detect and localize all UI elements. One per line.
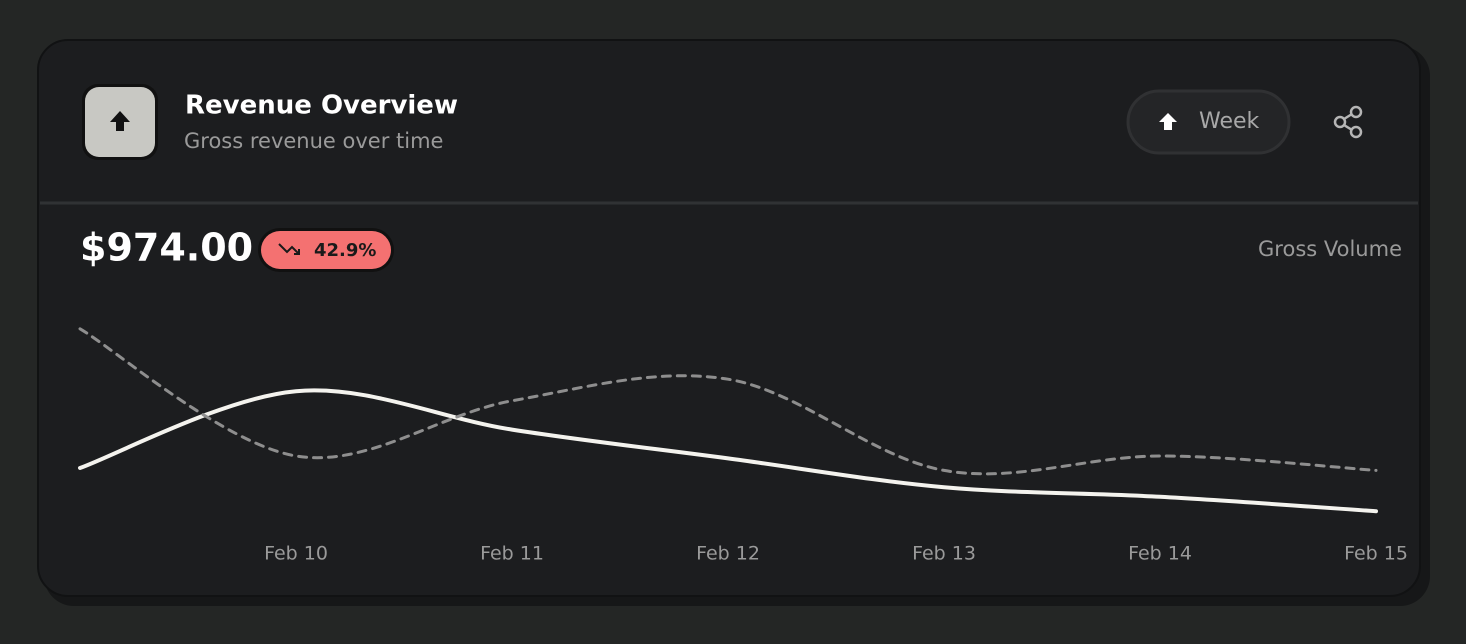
plot: Feb 10 Feb 11 Feb 12 Feb 13 Feb 14 Feb 15: [78, 327, 1408, 565]
share-icon[interactable]: [1333, 105, 1363, 139]
down-icon: [278, 243, 300, 255]
week-icon: [1159, 113, 1177, 130]
icon-arrow: [110, 111, 130, 131]
week-label[interactable]: Week: [1199, 109, 1260, 134]
x-tick-label: Feb 15: [1344, 543, 1408, 565]
change-value: 42.9%: [314, 240, 376, 261]
amount: $974.00: [80, 226, 253, 270]
x-tick-label: Feb 12: [696, 543, 760, 565]
subtitle: Gross revenue over time: [184, 129, 443, 153]
x-tick-label: Feb 13: [912, 543, 976, 565]
x-tick-label: Feb 10: [264, 543, 328, 565]
series-line: [78, 327, 1378, 476]
volume-label: Gross Volume: [1258, 237, 1402, 261]
x-tick-label: Feb 11: [480, 543, 544, 565]
change-badge: [261, 231, 391, 269]
title: Revenue Overview: [185, 91, 458, 121]
card: [37, 39, 1421, 597]
series-line: [78, 388, 1378, 514]
week-button[interactable]: [1126, 89, 1291, 155]
x-tick-label: Feb 14: [1128, 543, 1192, 565]
